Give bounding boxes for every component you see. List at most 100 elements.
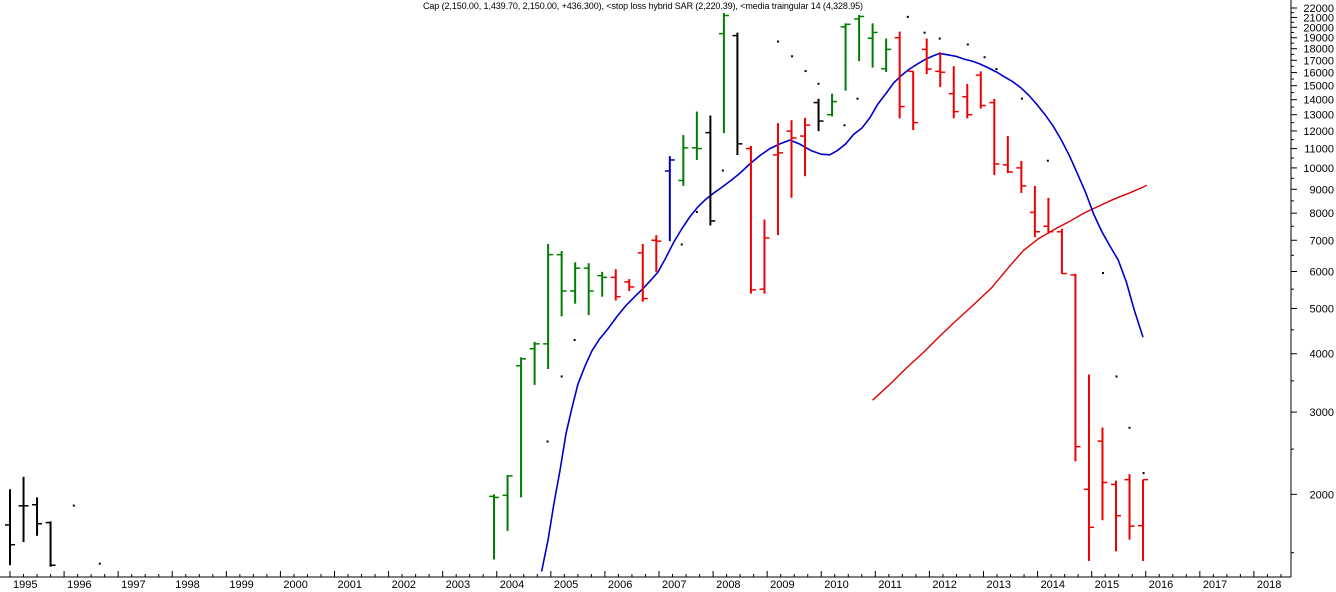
sar-dot xyxy=(983,56,986,59)
ohlc-bar xyxy=(637,244,648,302)
sar-dot xyxy=(906,15,909,18)
ohlc-bar xyxy=(1138,478,1149,561)
x-axis-year-label: 2009 xyxy=(770,579,794,591)
ohlc-bar xyxy=(678,135,689,186)
sar-stop-loss-dots xyxy=(72,15,1145,565)
ohlc-bar xyxy=(854,14,865,62)
x-axis-year-label: 2015 xyxy=(1095,579,1119,591)
ohlc-bar xyxy=(1002,136,1013,174)
sar-dot xyxy=(72,504,75,507)
ohlc-bar xyxy=(624,279,635,292)
x-axis-year-label: 2017 xyxy=(1203,579,1227,591)
sar-dot xyxy=(560,375,563,378)
ohlc-bar xyxy=(732,32,743,155)
x-axis-year-label: 1996 xyxy=(67,579,91,591)
y-axis-price-label: 8000 xyxy=(1310,208,1334,220)
ohlc-bar xyxy=(610,269,621,301)
y-axis-price-label: 19000 xyxy=(1303,33,1334,45)
ohlc-bar xyxy=(962,83,973,119)
x-axis-year-label: 2001 xyxy=(337,579,361,591)
x-axis-year-label: 2012 xyxy=(932,579,956,591)
sar-dot xyxy=(695,210,698,213)
ohlc-bar xyxy=(840,23,851,91)
ohlc-bar xyxy=(975,71,986,109)
x-axis-year-label: 2013 xyxy=(986,579,1010,591)
ohlc-bar xyxy=(1110,480,1121,552)
x-axis-year-label: 2016 xyxy=(1149,579,1173,591)
y-axis-price-label: 13000 xyxy=(1303,110,1334,122)
ohlc-bar xyxy=(759,219,770,294)
media-traingular-line xyxy=(540,52,1144,572)
indicator-red-trend-line xyxy=(872,184,1148,401)
x-axis-year-label: 2000 xyxy=(283,579,307,591)
x-axis-year-label: 2006 xyxy=(608,579,632,591)
ohlc-bar xyxy=(705,115,716,226)
y-axis-price-label: 22000 xyxy=(1303,3,1334,15)
y-axis: 2000 3000 4000 5000 6000 7000 8000 9000 10000 110… xyxy=(1290,0,1334,577)
x-axis-year-label: 2010 xyxy=(824,579,848,591)
x-axis-year-label: 1998 xyxy=(175,579,199,591)
ohlc-bar xyxy=(543,244,554,370)
ohlc-bar xyxy=(827,93,838,117)
sar-dot xyxy=(573,339,576,342)
ohlc-bar xyxy=(489,494,500,560)
ohlc-bar xyxy=(1056,228,1067,275)
sar-dot xyxy=(98,562,101,565)
ohlc-bar xyxy=(651,235,662,272)
sar-dot xyxy=(1102,272,1105,275)
ohlc-bar xyxy=(1083,374,1094,561)
y-axis-price-label: 3000 xyxy=(1310,407,1334,419)
sar-dot xyxy=(1142,472,1145,475)
ohlc-bar xyxy=(18,476,29,543)
y-axis-price-label: 16000 xyxy=(1303,68,1334,80)
y-axis-price-label: 14000 xyxy=(1303,95,1334,107)
ohlc-bar xyxy=(1070,273,1081,462)
ohlc-bar xyxy=(597,271,608,297)
ohlc-bar xyxy=(45,521,56,567)
ohlc-bar xyxy=(800,117,811,177)
ohlc-bar xyxy=(935,52,946,88)
x-axis-year-label: 2003 xyxy=(446,579,470,591)
ohlc-bar xyxy=(894,31,905,119)
ohlc-bar xyxy=(1097,427,1108,521)
x-axis-year-label: 2004 xyxy=(500,579,524,591)
indicator-title-bar: Cap (2,150.00, 1,439.70, 2,150.00, +436.… xyxy=(423,1,863,11)
y-axis-price-label: 11000 xyxy=(1304,144,1334,156)
sar-dot xyxy=(995,68,998,71)
x-axis-year-label: 2018 xyxy=(1257,579,1281,591)
sar-dot xyxy=(817,82,820,85)
x-axis-year-label: 2005 xyxy=(554,579,578,591)
ohlc-bar xyxy=(583,263,594,316)
x-axis-year-label: 1999 xyxy=(229,579,253,591)
y-axis-price-label: 2000 xyxy=(1310,489,1334,501)
y-axis-price-label: 12000 xyxy=(1303,126,1334,138)
sar-dot xyxy=(1128,426,1131,429)
ohlc-bar xyxy=(786,120,797,198)
ohlc-bar xyxy=(5,489,15,566)
ohlc-bar xyxy=(745,145,756,294)
sar-dot xyxy=(791,55,794,58)
y-axis-price-label: 20000 xyxy=(1303,22,1334,34)
ohlc-bar xyxy=(691,111,702,160)
y-axis-price-label: 7000 xyxy=(1310,235,1334,247)
sar-dot xyxy=(966,43,969,46)
ohlc-bar xyxy=(1016,160,1027,193)
sar-dot xyxy=(938,37,941,40)
ohlc-bar xyxy=(989,98,1000,176)
x-axis-year-label: 2014 xyxy=(1041,579,1065,591)
x-axis-year-label: 1997 xyxy=(121,579,145,591)
y-axis-price-label: 6000 xyxy=(1310,267,1334,279)
x-axis-year-label: 2007 xyxy=(662,579,686,591)
y-axis-price-label: 9000 xyxy=(1310,184,1334,196)
x-axis-year-label: 2008 xyxy=(716,579,740,591)
sar-dot xyxy=(1046,159,1049,162)
ohlc-bar xyxy=(718,12,729,134)
y-axis-price-label: 10000 xyxy=(1303,163,1334,175)
ohlc-bar xyxy=(1029,185,1040,238)
y-axis-price-label: 4000 xyxy=(1310,349,1334,361)
sar-dot xyxy=(856,97,859,100)
ohlc-bar xyxy=(529,341,540,385)
ohlc-bar xyxy=(32,497,43,536)
